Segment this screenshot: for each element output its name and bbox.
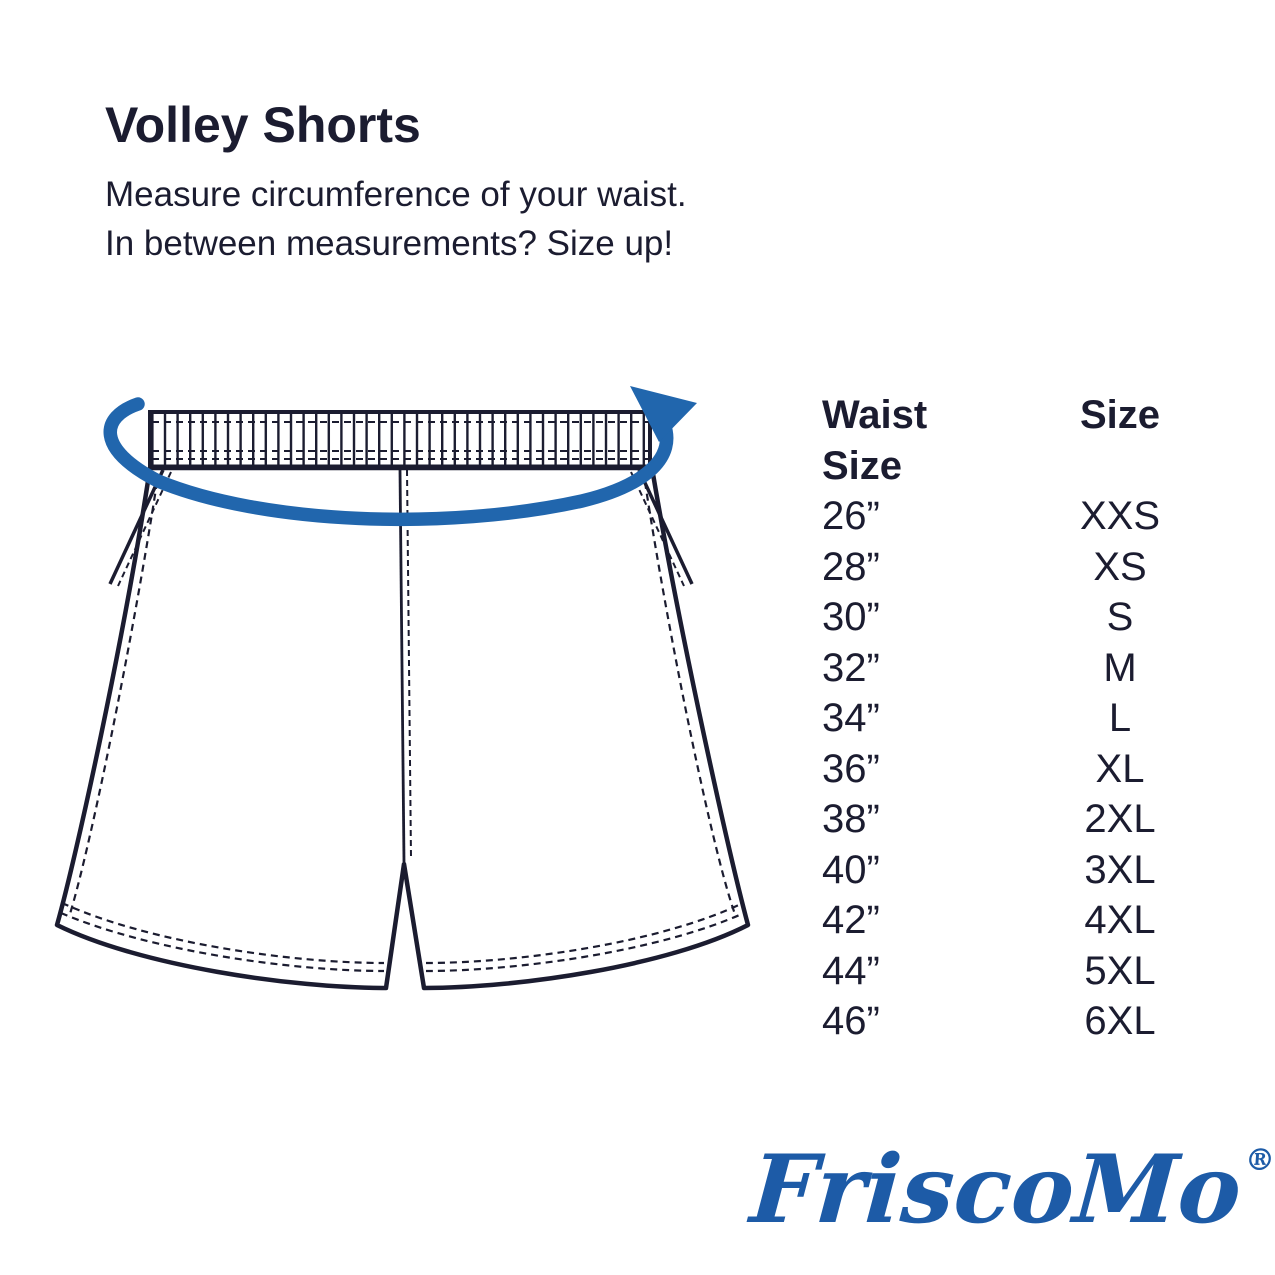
registered-trademark-symbol: ® [1243,1143,1275,1178]
size-column-header: Size [1079,393,1161,437]
waist-size-cell: 38” [822,797,880,841]
size-table: Waist Size Size 26” XXS 28” XS 30” S 32”… [822,390,1195,1047]
waist-size-column-header: Waist Size [822,393,928,488]
size-cell: L [1108,696,1132,740]
shorts-waistband [148,410,652,470]
subtitle: Measure circumference of your waist. In … [105,170,687,268]
circular-measure-arrow-icon [103,386,697,527]
size-cell: 3XL [1084,847,1156,892]
page-title: Volley Shorts [105,97,421,153]
size-cell: XL [1095,746,1145,791]
subtitle-line-2: In between measurements? Size up! [105,224,674,263]
waist-size-cell: 30” [822,595,880,639]
brand-logo: FriscoMo® [747,1106,1275,1245]
waist-size-cell: 26” [822,494,880,538]
size-cell: S [1106,595,1134,639]
waist-size-cell: 46” [822,999,880,1043]
subtitle-line-1: Measure circumference of your waist. [105,175,687,214]
waist-size-cell: 40” [822,847,880,892]
shorts-body [54,465,751,991]
waist-size-cell: 28” [822,544,880,589]
waist-size-cell: 32” [822,645,880,690]
waist-size-cell: 34” [822,696,880,740]
header-block: Volley Shorts Measure circumference of y… [105,96,687,268]
waist-size-cell: 44” [822,948,880,993]
size-cell: XS [1093,544,1147,589]
size-cell: 5XL [1084,948,1156,993]
size-cell: 2XL [1084,797,1156,841]
size-cell: XXS [1079,494,1161,538]
waist-size-cell: 42” [822,898,880,942]
size-cell: 4XL [1084,898,1156,942]
size-cell: M [1103,645,1137,690]
brand-logo-text: FriscoMo [747,1135,1245,1245]
waist-size-cell: 36” [822,746,880,791]
size-cell: 6XL [1084,999,1156,1043]
